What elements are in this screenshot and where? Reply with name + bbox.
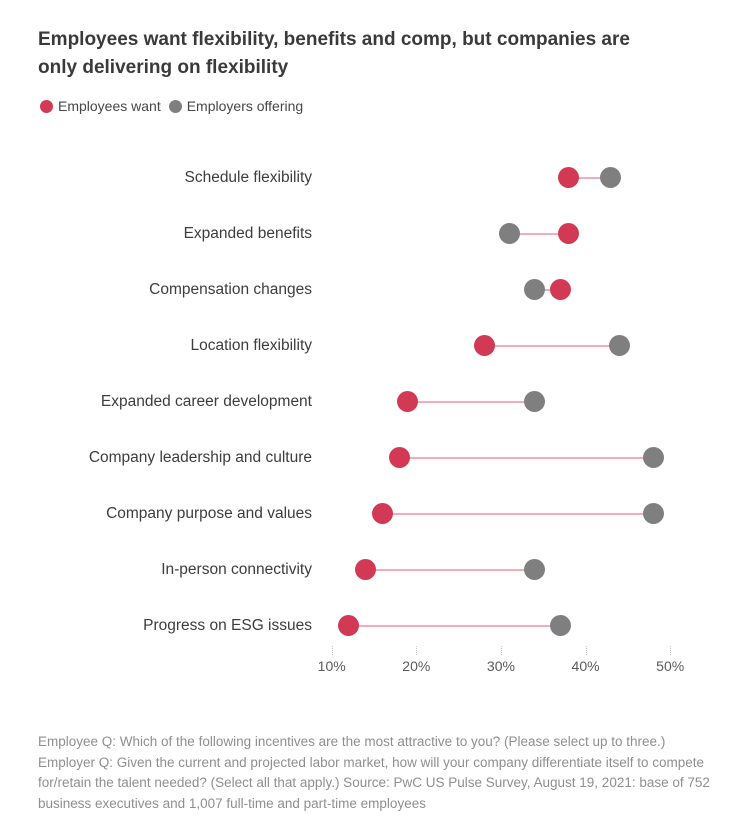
connector-line — [568, 177, 611, 179]
chart-row: Progress on ESG issues — [0, 598, 735, 654]
employees-want-dot — [371, 503, 393, 524]
employees-want-marker-icon — [40, 99, 53, 113]
axis-tick — [331, 646, 333, 655]
employers-offering-marker-icon — [168, 99, 182, 113]
chart-row: Location flexibility — [0, 318, 735, 374]
page-title-line-2: only delivering on flexibility — [38, 56, 289, 78]
employees-want-dot — [338, 615, 360, 636]
axis-tick-label: 40% — [571, 658, 600, 674]
employers-offering-dot — [642, 447, 664, 468]
chart-row: Compensation changes — [0, 262, 735, 318]
employees-want-dot — [397, 391, 419, 412]
legend-item-employees-want: Employees want — [40, 98, 161, 114]
category-label: Expanded career development — [100, 393, 312, 410]
category-label: Company leadership and culture — [88, 449, 312, 466]
employers-offering-dot — [524, 391, 546, 412]
connector-line — [348, 625, 561, 627]
chart-row: Company leadership and culture — [0, 430, 735, 486]
axis-tick — [500, 646, 502, 655]
connector-line — [407, 401, 535, 403]
connector-line — [534, 289, 561, 291]
employers-offering-dot — [498, 223, 520, 244]
legend-label-employees-want: Employees want — [58, 98, 161, 114]
category-label: Location flexibility — [190, 337, 312, 354]
legend-item-employers-offering: Employers offering — [168, 98, 304, 114]
dumbbell-chart: Schedule flexibility Expanded benefits Com… — [0, 150, 735, 654]
chart-row: In-person connectivity — [0, 542, 735, 598]
chart-row: Expanded career development — [0, 374, 735, 430]
chart-row: Schedule flexibility — [0, 150, 735, 206]
category-label: In-person connectivity — [161, 561, 312, 578]
employers-offering-dot — [524, 279, 546, 300]
source-footnote: Employee Q: Which of the following incen… — [38, 734, 710, 811]
axis-tick-label: 20% — [402, 658, 431, 674]
employees-want-dot — [355, 559, 377, 580]
legend-label-employers-offering: Employers offering — [186, 98, 304, 114]
connector-line — [365, 569, 535, 571]
employers-offering-dot — [524, 559, 546, 580]
axis-tick — [416, 646, 418, 655]
connector-line — [382, 513, 654, 515]
axis-tick-label: 50% — [656, 658, 685, 674]
category-label: Schedule flexibility — [184, 169, 312, 186]
employers-offering-dot — [600, 167, 622, 188]
employers-offering-dot — [608, 335, 630, 356]
connector-line — [399, 457, 654, 459]
page-title: Employees want flexibility, benefits and… — [38, 26, 698, 81]
employees-want-dot — [558, 167, 580, 188]
axis-tick-label: 10% — [317, 658, 346, 674]
employees-want-dot — [473, 335, 495, 356]
employers-offering-dot — [549, 615, 571, 636]
axis-tick-label: 30% — [486, 658, 515, 674]
axis-tick — [585, 646, 587, 655]
category-label: Compensation changes — [149, 281, 312, 298]
employees-want-dot — [549, 279, 571, 300]
category-label: Expanded benefits — [183, 225, 312, 242]
axis-tick — [670, 646, 672, 655]
connector-line — [484, 345, 620, 347]
x-axis: 10% 20% 30% 40% 50% — [0, 645, 735, 681]
employees-want-dot — [388, 447, 410, 468]
page-title-line-1: Employees want flexibility, benefits and… — [38, 29, 630, 50]
category-label: Progress on ESG issues — [143, 617, 312, 634]
category-label: Company purpose and values — [106, 505, 312, 522]
chart-row: Company purpose and values — [0, 486, 735, 542]
employees-want-dot — [558, 223, 580, 244]
legend: Employees want Employers offering — [40, 98, 303, 114]
chart-row: Expanded benefits — [0, 206, 735, 262]
employers-offering-dot — [642, 503, 664, 524]
connector-line — [509, 233, 569, 235]
